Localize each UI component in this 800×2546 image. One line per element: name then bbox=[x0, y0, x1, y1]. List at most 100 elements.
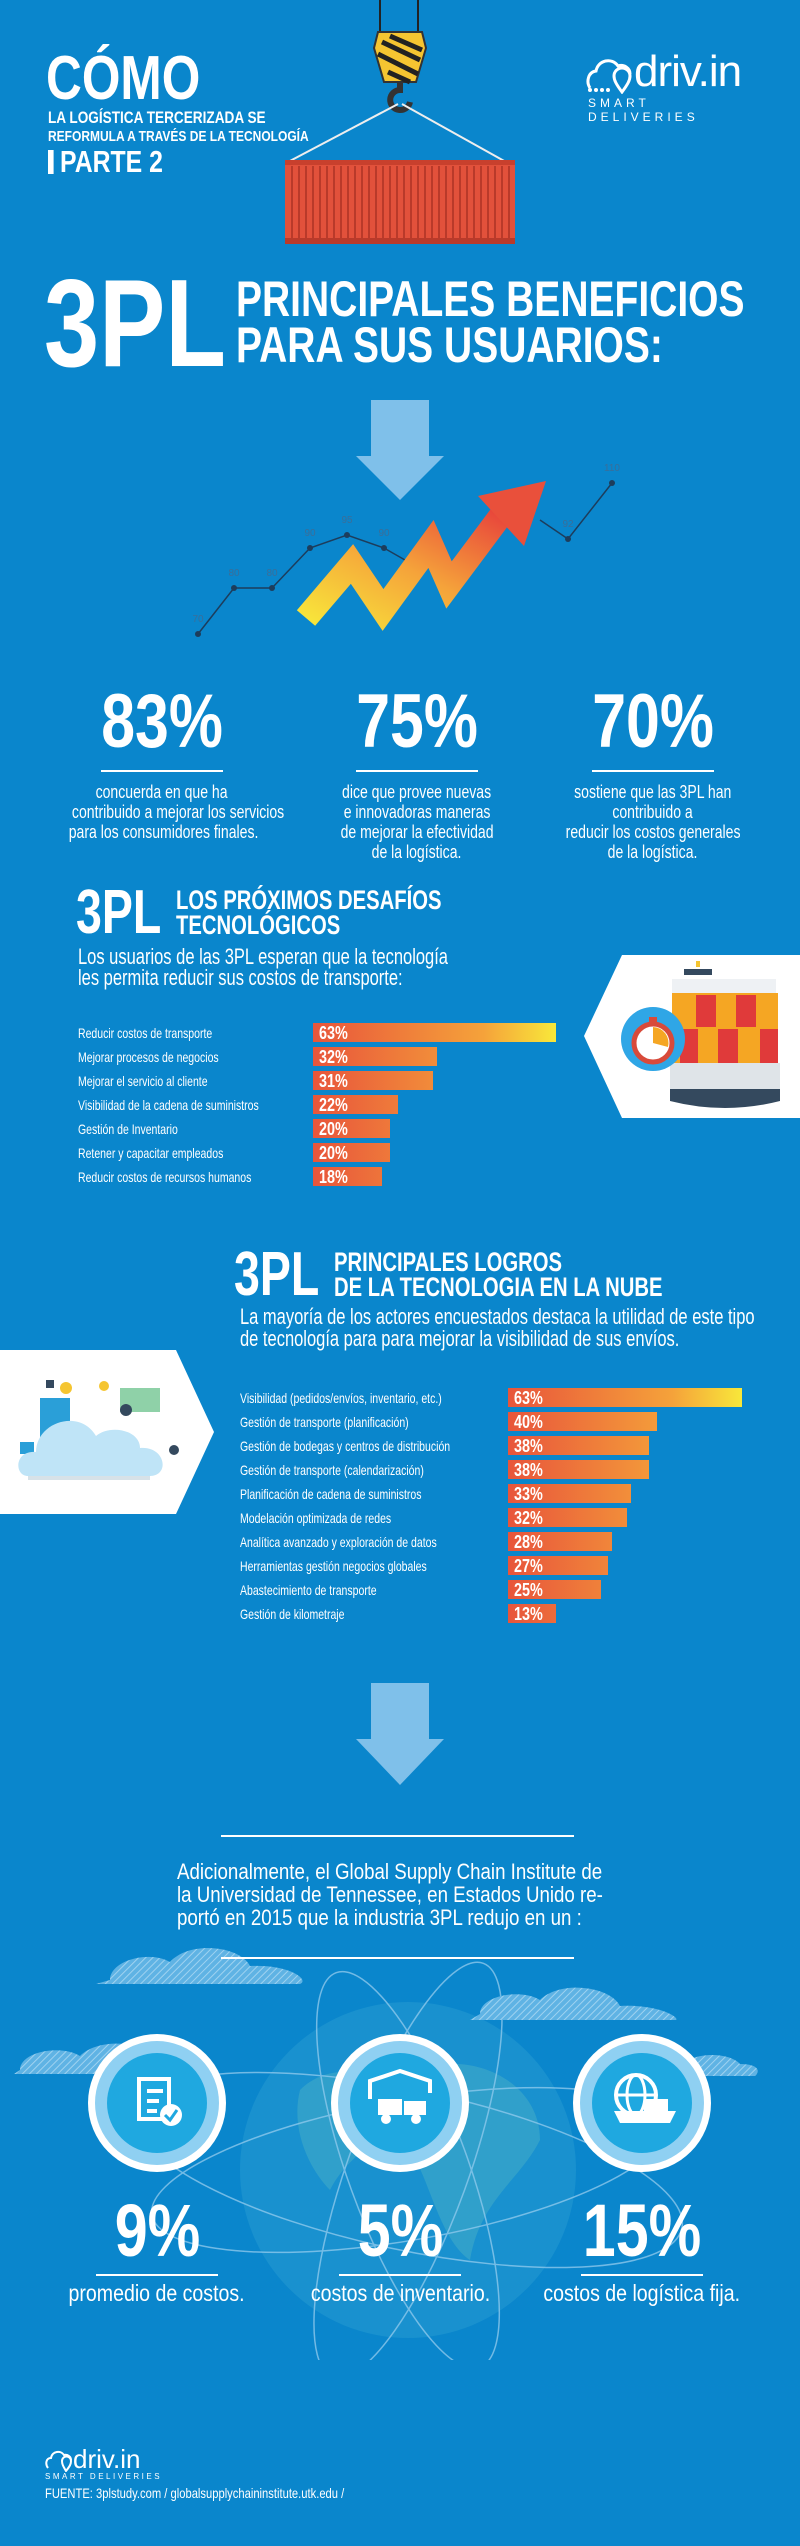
cloud-lead-1: La mayoría de los actores encuestados de… bbox=[240, 1304, 755, 1329]
stat-text: contribuido a mejorar los servicios bbox=[71, 802, 285, 822]
bar-row: Reducir costos de transporte 63% bbox=[0, 1023, 800, 1043]
bar-label: Gestión de transporte (planificación) bbox=[240, 1414, 409, 1430]
stat-underline bbox=[101, 770, 223, 772]
bar-value: 20% bbox=[319, 1143, 348, 1163]
result-underline bbox=[339, 2274, 461, 2276]
bar-label: Reducir costos de recursos humanos bbox=[78, 1169, 252, 1185]
bar-row: Reducir costos de recursos humanos 18% bbox=[0, 1167, 800, 1187]
trend-point bbox=[307, 545, 313, 551]
bar-fill: 20% bbox=[313, 1119, 391, 1139]
bar-fill: 32% bbox=[313, 1047, 437, 1067]
bar-fill: 31% bbox=[313, 1071, 433, 1091]
trend-point bbox=[195, 631, 201, 637]
bar-row: Mejorar el servicio al cliente 31% bbox=[0, 1071, 800, 1091]
header-part: PARTE 2 bbox=[48, 146, 192, 178]
bar-row: Gestión de bodegas y centros de distribu… bbox=[0, 1436, 800, 1456]
bar-value: 33% bbox=[514, 1484, 543, 1504]
bar-row: Retener y capacitar empleados 20% bbox=[0, 1143, 800, 1163]
cloud-illustration-panel bbox=[0, 1350, 214, 1514]
bar-fill: 38% bbox=[508, 1436, 650, 1456]
result-value: 5% bbox=[357, 2189, 443, 2272]
benefits-title-2: PARA SUS USUARIOS: bbox=[236, 317, 663, 373]
globe-ship-icon bbox=[573, 2034, 711, 2172]
bar-label: Gestión de transporte (calendarización) bbox=[240, 1462, 424, 1478]
divider-bottom bbox=[221, 1957, 574, 1959]
benefits-title-1: PRINCIPALES BENEFICIOS bbox=[236, 271, 745, 327]
divider-top bbox=[221, 1835, 574, 1837]
bar-value: 22% bbox=[319, 1095, 348, 1115]
bar-row: Gestión de Inventario 20% bbox=[0, 1119, 800, 1139]
trend-point bbox=[609, 480, 615, 486]
result-text: costos de logística fija. bbox=[543, 2280, 741, 2306]
trend-label: 90 bbox=[304, 528, 316, 539]
bar-row: Gestión de transporte (calendarización) 3… bbox=[0, 1460, 800, 1480]
stat-text: para los consumidores finales. bbox=[68, 822, 259, 842]
challenges-title-1: LOS PRÓXIMOS DESAFÍOS bbox=[176, 885, 442, 915]
cloud-title-2: DE LA TECNOLOGIA EN LA NUBE bbox=[334, 1272, 663, 1302]
bar-label: Modelación optimizada de redes bbox=[240, 1510, 392, 1526]
result-underline bbox=[581, 2274, 703, 2276]
bar-row: Abastecimiento de transporte 25% bbox=[0, 1580, 800, 1600]
trend-point bbox=[269, 585, 275, 591]
bar-fill: 63% bbox=[508, 1388, 743, 1408]
result-underline bbox=[96, 2274, 218, 2276]
benefit-stat: 83% concuerda en que ha contribuido a mejo… bbox=[42, 684, 285, 843]
cloud-devices-icon bbox=[18, 1380, 179, 1480]
trend-label: 70 bbox=[192, 614, 204, 625]
bar-fill: 27% bbox=[508, 1556, 609, 1576]
growth-trend-chart: 70 80 80 90 95 90 92 110 bbox=[192, 463, 620, 637]
header-subtitle-2: REFORMULA A TRAVÉS DE LA TECNOLOGÍA bbox=[48, 128, 309, 145]
bar-value: 38% bbox=[514, 1436, 543, 1456]
bar-row: Analítica avanzado y exploración de dato… bbox=[0, 1532, 800, 1552]
source-text: FUENTE: 3plstudy.com / globalsupplychain… bbox=[45, 2485, 345, 2501]
down-arrow-icon bbox=[356, 1683, 444, 1785]
stat-text: concuerda en que ha bbox=[96, 782, 228, 802]
result-stat: 5% costos de inventario. bbox=[280, 2189, 520, 2307]
bar-value: 25% bbox=[514, 1580, 543, 1600]
trend-label: 90 bbox=[378, 528, 390, 539]
header-subtitle-1: LA LOGÍSTICA TERCERIZADA SE bbox=[48, 108, 266, 127]
bar-value: 40% bbox=[514, 1412, 543, 1432]
bar-label: Gestión de bodegas y centros de distribu… bbox=[240, 1438, 451, 1454]
stat-value: 70% bbox=[592, 679, 714, 764]
result-text: costos de inventario. bbox=[310, 2280, 490, 2306]
trend-label: 95 bbox=[341, 515, 353, 526]
trend-label: 110 bbox=[604, 463, 620, 474]
bar-value: 32% bbox=[319, 1047, 348, 1067]
bar-label: Mejorar el servicio al cliente bbox=[78, 1073, 208, 1089]
trend-point bbox=[231, 585, 237, 591]
cloud-lead-2: de tecnología para para mejorar la visib… bbox=[240, 1326, 680, 1351]
bar-fill: 28% bbox=[508, 1532, 613, 1552]
bar-row: Gestión de transporte (planificación) 40% bbox=[0, 1412, 800, 1432]
bar-label: Reducir costos de transporte bbox=[78, 1025, 213, 1041]
bar-label: Abastecimiento de transporte bbox=[240, 1582, 377, 1598]
bar-fill: 33% bbox=[508, 1484, 631, 1504]
bar-row: Gestión de kilometraje 13% bbox=[0, 1604, 800, 1624]
trend-point bbox=[565, 536, 571, 542]
bar-fill: 22% bbox=[313, 1095, 398, 1115]
bar-fill: 25% bbox=[508, 1580, 601, 1600]
bar-label: Herramientas gestión negocios globales bbox=[240, 1558, 427, 1574]
bar-fill: 20% bbox=[313, 1143, 391, 1163]
challenges-title-2: TECNOLÓGICOS bbox=[176, 910, 341, 940]
bar-label: Mejorar procesos de negocios bbox=[78, 1049, 219, 1065]
checklist-icon bbox=[88, 2034, 226, 2172]
challenges-lead-2: les permita reducir sus costos de transp… bbox=[78, 965, 403, 990]
bar-value: 38% bbox=[514, 1460, 543, 1480]
benefits-3pl-label: 3PL bbox=[44, 255, 226, 393]
bar-value: 63% bbox=[514, 1388, 543, 1408]
cloud-title-1: PRINCIPALES LOGROS bbox=[334, 1247, 563, 1277]
bar-value: 63% bbox=[319, 1023, 348, 1043]
bar-row: Modelación optimizada de redes 32% bbox=[0, 1508, 800, 1528]
warehouse-truck-icon bbox=[331, 2034, 469, 2172]
benefit-stat: 70% sostiene que las 3PL han contribuido a… bbox=[533, 679, 773, 863]
down-arrow-icon bbox=[356, 400, 444, 500]
cloud-pin-icon bbox=[45, 2450, 73, 2472]
bar-label: Gestión de Inventario bbox=[78, 1121, 178, 1137]
trend-label: 80 bbox=[266, 568, 278, 579]
cloud-3pl-label: 3PL bbox=[234, 1240, 320, 1309]
logo-tagline: SMART DELIVERIES bbox=[588, 96, 699, 124]
bar-fill: 32% bbox=[508, 1508, 628, 1528]
result-value: 15% bbox=[582, 2189, 702, 2272]
stat-underline bbox=[592, 770, 714, 772]
